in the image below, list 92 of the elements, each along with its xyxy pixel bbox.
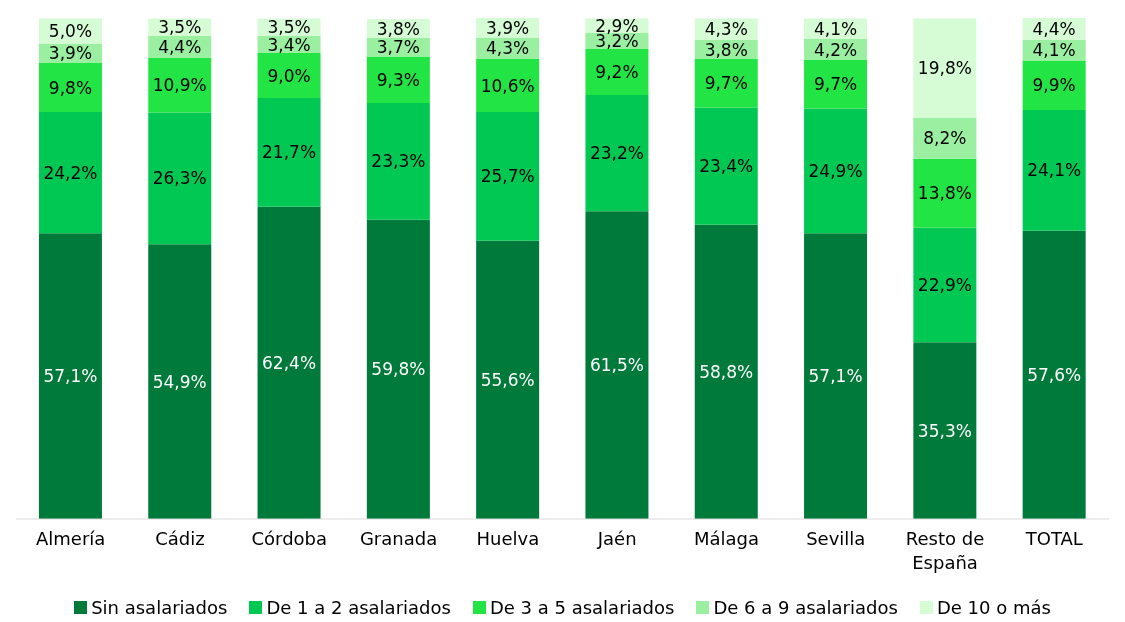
- x-tick-label: Resto de España: [905, 528, 985, 573]
- data-label: 55,6%: [480, 369, 535, 390]
- data-label: 59,8%: [371, 359, 426, 380]
- data-label: 3,9%: [48, 43, 93, 64]
- data-label: 54,9%: [152, 371, 207, 392]
- data-label: 3,5%: [158, 17, 202, 38]
- legend-label: Sin asalariados: [90, 597, 228, 618]
- data-label: 24,1%: [1027, 160, 1082, 181]
- bar: [913, 227, 977, 343]
- data-label: 4,4%: [158, 37, 202, 58]
- bar: [38, 63, 102, 113]
- x-tick-label: Huelva: [476, 528, 540, 549]
- legend-label: De 6 a 9 asalariados: [712, 597, 898, 618]
- data-label: 19,8%: [917, 58, 972, 79]
- bar: [585, 95, 649, 212]
- legend-label: De 1 a 2 asalariados: [265, 597, 451, 618]
- data-label: 4,2%: [813, 39, 858, 60]
- data-label: 4,3%: [704, 19, 748, 40]
- bar: [257, 98, 321, 207]
- data-label: 58,8%: [699, 361, 754, 382]
- bar: [585, 211, 649, 519]
- bar: [476, 240, 540, 519]
- data-label: 9,3%: [376, 69, 420, 90]
- x-tick-label: TOTAL: [1024, 528, 1083, 549]
- data-label: 23,3%: [371, 151, 426, 172]
- bar: [694, 107, 758, 225]
- bar: [148, 244, 212, 519]
- data-label: 4,4%: [1032, 19, 1076, 40]
- bar: [257, 206, 321, 519]
- legend-label: De 10 o más: [935, 597, 1051, 618]
- bar: [148, 112, 212, 245]
- data-label: 26,3%: [152, 168, 207, 189]
- bar: [476, 59, 540, 113]
- bar: [694, 224, 758, 519]
- x-tick-label: Almería: [35, 528, 106, 549]
- data-label: 24,2%: [43, 162, 98, 183]
- x-tick-label: Córdoba: [251, 528, 328, 549]
- data-label: 57,1%: [43, 366, 98, 387]
- data-label: 3,8%: [704, 39, 748, 60]
- bar: [366, 103, 430, 220]
- data-label: 23,4%: [699, 156, 754, 177]
- x-tick-label: Málaga: [693, 528, 759, 549]
- data-label: 9,7%: [704, 73, 748, 94]
- x-tick-label: Cádiz: [155, 528, 205, 549]
- data-label: 4,1%: [813, 18, 858, 39]
- data-label: 3,7%: [376, 37, 420, 58]
- data-label: 3,9%: [486, 17, 530, 38]
- data-label: 57,6%: [1027, 364, 1082, 385]
- data-label: 2,9%: [595, 15, 639, 36]
- data-label: 4,1%: [1032, 40, 1076, 61]
- data-label: 8,2%: [923, 128, 967, 149]
- bar: [1022, 60, 1086, 111]
- bar: [366, 219, 430, 519]
- bar: [38, 233, 102, 519]
- bar: [694, 59, 758, 108]
- x-tick-label: Sevilla: [806, 528, 866, 549]
- bar: [148, 58, 212, 113]
- data-label: 24,9%: [808, 160, 863, 181]
- data-label: 57,1%: [808, 366, 863, 387]
- bar: [913, 158, 977, 228]
- data-label: 13,8%: [917, 183, 972, 204]
- bar: [804, 108, 868, 234]
- data-label: 10,6%: [480, 75, 535, 96]
- bar: [38, 112, 102, 234]
- data-label: 9,9%: [1032, 75, 1076, 96]
- bar: [913, 18, 977, 118]
- data-label: 9,8%: [48, 77, 93, 98]
- legend-label: De 3 a 5 asalariados: [488, 597, 675, 618]
- data-label: 62,4%: [262, 352, 317, 373]
- data-label: 21,7%: [262, 142, 317, 163]
- bar: [476, 112, 540, 241]
- x-tick-label: Granada: [359, 528, 438, 549]
- data-label: 5,0%: [48, 21, 93, 42]
- bar: [1022, 230, 1086, 519]
- data-label: 22,9%: [917, 275, 972, 296]
- data-label: 9,0%: [267, 65, 311, 86]
- bar: [585, 49, 649, 96]
- data-label: 23,2%: [589, 143, 644, 164]
- data-label: 9,7%: [813, 74, 858, 95]
- bar: [804, 60, 868, 109]
- data-label: 4,3%: [486, 38, 530, 59]
- data-label: 10,9%: [152, 75, 207, 96]
- data-label: 3,8%: [376, 18, 420, 39]
- data-label: 25,7%: [480, 166, 535, 187]
- bar: [1022, 110, 1086, 231]
- bar: [804, 233, 868, 519]
- data-label: 35,3%: [917, 420, 972, 441]
- bar: [913, 342, 977, 519]
- bar: [257, 53, 321, 99]
- data-label: 61,5%: [589, 355, 644, 376]
- x-tick-label: Jaén: [596, 528, 637, 549]
- data-label: 9,2%: [595, 62, 639, 83]
